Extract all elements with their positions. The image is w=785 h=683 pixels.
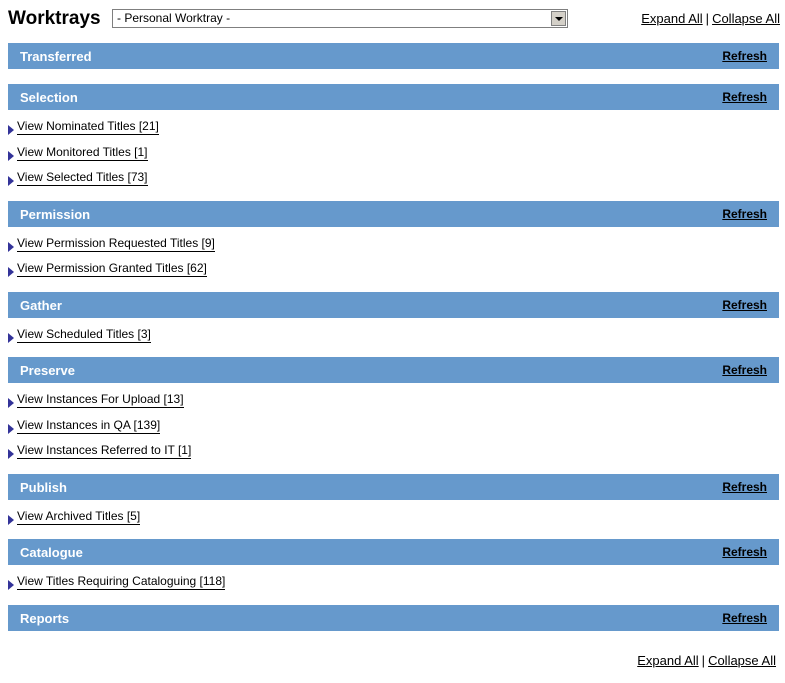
- list-item: View Nominated Titles [21]: [8, 118, 779, 144]
- worktray-link[interactable]: View Selected Titles [73]: [17, 170, 148, 186]
- section-title: Catalogue: [20, 545, 83, 560]
- worktray-link[interactable]: View Instances in QA [139]: [17, 417, 161, 434]
- section-header-catalogue[interactable]: Catalogue Refresh: [8, 539, 779, 565]
- section-header-gather[interactable]: Gather Refresh: [8, 291, 779, 318]
- triangle-right-icon: [8, 150, 14, 161]
- section-header-selection[interactable]: Selection Refresh: [8, 84, 779, 110]
- worktray-select[interactable]: - Personal Worktray -: [112, 9, 568, 28]
- section-title: Transferred: [20, 49, 92, 64]
- refresh-link[interactable]: Refresh: [722, 610, 767, 625]
- section-title: Selection: [20, 90, 78, 105]
- triangle-right-icon: [8, 449, 14, 459]
- list-item: View Scheduled Titles [3]: [8, 326, 779, 352]
- refresh-link[interactable]: Refresh: [722, 206, 767, 221]
- worktray-select-value: - Personal Worktray -: [117, 11, 231, 25]
- section-title: Preserve: [20, 363, 75, 378]
- collapse-all-link-bottom[interactable]: Collapse All: [708, 653, 776, 668]
- expand-all-link[interactable]: Expand All: [641, 11, 703, 26]
- page-title: Worktrays: [8, 8, 101, 29]
- link-separator: |: [705, 11, 710, 26]
- worktray-link[interactable]: View Archived Titles [5]: [17, 508, 141, 525]
- section-spacer: [8, 69, 779, 84]
- worktray-link[interactable]: View Instances Referred to IT [1]: [17, 443, 192, 459]
- section-items: View Scheduled Titles [3]: [8, 318, 779, 358]
- list-item: View Titles Requiring Cataloguing [118]: [8, 573, 779, 599]
- section-items: View Nominated Titles [21] View Monitored…: [8, 110, 779, 201]
- top-links: Expand All | Collapse All: [641, 12, 780, 26]
- refresh-link[interactable]: Refresh: [722, 545, 767, 559]
- section-items: View Instances For Upload [13] View Insta…: [8, 383, 779, 474]
- link-separator: |: [701, 653, 706, 668]
- header: Worktrays - Personal Worktray - Expand A…: [8, 6, 780, 32]
- list-item: View Instances in QA [139]: [8, 417, 779, 443]
- section-header-reports[interactable]: Reports Refresh: [8, 604, 779, 631]
- refresh-link[interactable]: Refresh: [722, 90, 767, 104]
- triangle-right-icon: [8, 267, 14, 277]
- triangle-right-icon: [8, 176, 14, 186]
- list-item: View Instances For Upload [13]: [8, 391, 779, 417]
- section-header-permission[interactable]: Permission Refresh: [8, 200, 779, 227]
- expand-all-link-bottom[interactable]: Expand All: [637, 653, 699, 668]
- list-item: View Instances Referred to IT [1]: [8, 442, 779, 468]
- worktray-link[interactable]: View Instances For Upload [13]: [17, 392, 184, 408]
- worktray-sections: Transferred Refresh Selection Refresh View N…: [8, 43, 779, 646]
- triangle-right-icon: [8, 241, 14, 252]
- triangle-right-icon: [8, 580, 14, 590]
- section-items: View Titles Requiring Cataloguing [118]: [8, 565, 779, 605]
- chevron-down-icon[interactable]: [551, 11, 566, 26]
- worktray-link[interactable]: View Titles Requiring Cataloguing [118]: [17, 574, 226, 590]
- section-items: View Permission Requested Titles [9] View…: [8, 227, 779, 292]
- section-title: Permission: [20, 206, 91, 222]
- refresh-link[interactable]: Refresh: [722, 479, 767, 494]
- section-items: View Archived Titles [5]: [8, 500, 779, 540]
- section-header-publish[interactable]: Publish Refresh: [8, 473, 779, 500]
- worktray-link[interactable]: View Permission Granted Titles [62]: [17, 261, 207, 277]
- bottom-links: Expand All | Collapse All: [637, 653, 776, 668]
- section-spacer: [8, 631, 779, 646]
- list-item: View Permission Granted Titles [62]: [8, 260, 779, 286]
- refresh-link[interactable]: Refresh: [722, 363, 767, 377]
- section-title: Gather: [20, 297, 62, 313]
- refresh-link[interactable]: Refresh: [722, 297, 767, 312]
- collapse-all-link[interactable]: Collapse All: [712, 11, 780, 26]
- triangle-right-icon: [8, 125, 14, 135]
- triangle-right-icon: [8, 423, 14, 434]
- worktray-link[interactable]: View Nominated Titles [21]: [17, 119, 159, 135]
- section-title: Publish: [20, 479, 67, 495]
- list-item: View Monitored Titles [1]: [8, 144, 779, 170]
- list-item: View Archived Titles [5]: [8, 508, 779, 534]
- list-item: View Selected Titles [73]: [8, 169, 779, 195]
- section-title: Reports: [20, 610, 70, 626]
- worktray-link[interactable]: View Scheduled Titles [3]: [17, 326, 151, 343]
- triangle-right-icon: [8, 398, 14, 408]
- section-header-preserve[interactable]: Preserve Refresh: [8, 357, 779, 383]
- triangle-right-icon: [8, 332, 14, 343]
- section-header-transferred[interactable]: Transferred Refresh: [8, 43, 779, 69]
- list-item: View Permission Requested Titles [9]: [8, 235, 779, 261]
- refresh-link[interactable]: Refresh: [722, 49, 767, 63]
- worktray-link[interactable]: View Permission Requested Titles [9]: [17, 235, 215, 252]
- worktray-link[interactable]: View Monitored Titles [1]: [17, 144, 148, 161]
- triangle-right-icon: [8, 514, 14, 525]
